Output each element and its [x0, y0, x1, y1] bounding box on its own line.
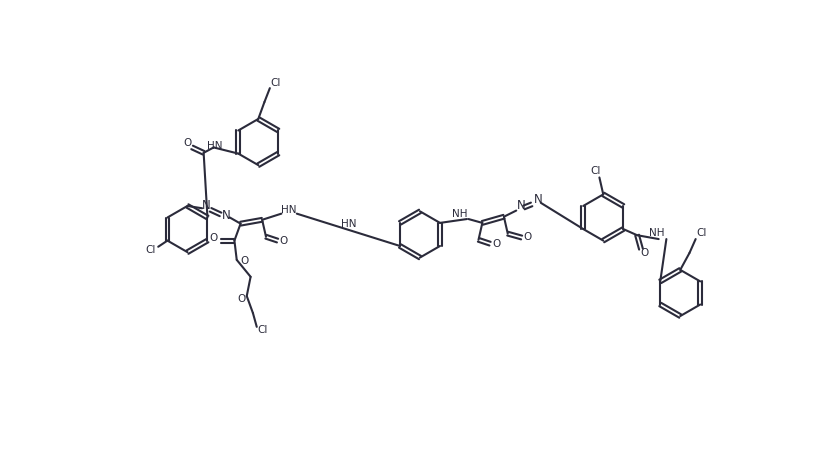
Text: N: N: [533, 193, 542, 206]
Text: O: O: [237, 294, 245, 304]
Text: HN: HN: [281, 205, 296, 215]
Text: Cl: Cl: [591, 166, 600, 176]
Text: Cl: Cl: [146, 245, 155, 255]
Text: N: N: [222, 209, 231, 222]
Text: O: O: [524, 232, 532, 242]
Text: O: O: [280, 236, 288, 246]
Text: N: N: [201, 199, 210, 213]
Text: HN: HN: [340, 219, 356, 229]
Text: N: N: [516, 199, 525, 213]
Text: HN: HN: [208, 141, 222, 151]
Text: O: O: [640, 248, 649, 258]
Text: Cl: Cl: [270, 78, 281, 88]
Text: O: O: [492, 239, 501, 249]
Text: NH: NH: [452, 209, 467, 219]
Text: NH: NH: [649, 228, 665, 238]
Text: Cl: Cl: [697, 228, 707, 238]
Text: Cl: Cl: [258, 325, 268, 335]
Text: O: O: [183, 138, 191, 148]
Text: O: O: [209, 232, 218, 243]
Text: O: O: [240, 256, 249, 266]
